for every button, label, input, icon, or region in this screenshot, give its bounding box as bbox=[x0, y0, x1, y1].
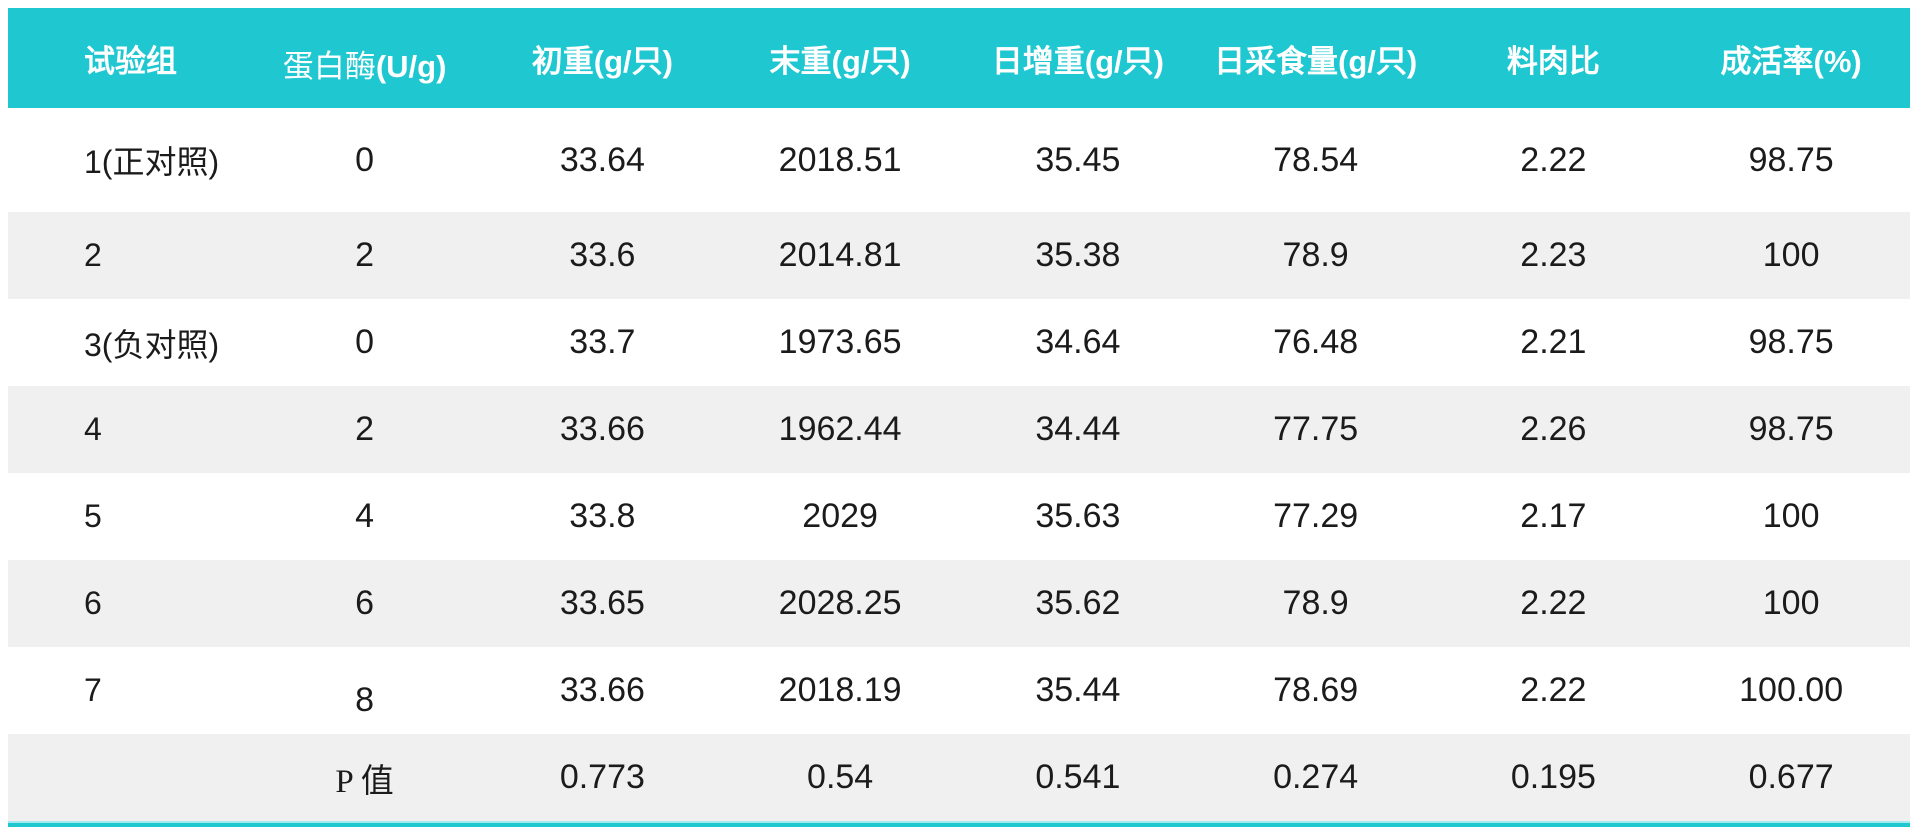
cell: 2018.51 bbox=[778, 140, 902, 179]
table-row: 3(负对照) 0 33.7 1973.65 34.64 76.48 2.21 98.75 bbox=[8, 299, 1910, 386]
cell: 33.66 bbox=[559, 410, 645, 448]
cell: 2014.81 bbox=[778, 236, 902, 274]
column-header-label: 蛋白酶(U/g) bbox=[282, 48, 447, 84]
table-body: 1(正对照) 0 33.64 2018.51 35.45 78.54 2.22 98.75 2 2… bbox=[8, 108, 1910, 821]
cell: 34.64 bbox=[1035, 323, 1121, 361]
cell: 0.195 bbox=[1510, 758, 1596, 796]
cell: 0 bbox=[355, 140, 375, 179]
column-header-label: 试验组 bbox=[84, 43, 177, 79]
cell: 100.00 bbox=[1739, 671, 1844, 709]
cell: 0.677 bbox=[1748, 758, 1834, 796]
cell: 6 bbox=[355, 584, 375, 622]
cell: 33.64 bbox=[559, 140, 645, 179]
table-row: 1(正对照) 0 33.64 2018.51 35.45 78.54 2.22 98.75 bbox=[8, 108, 1910, 212]
column-header-label: 成活率(%) bbox=[1720, 43, 1862, 79]
column-header: 日增重(g/只) bbox=[959, 8, 1197, 108]
cell: 8 bbox=[355, 681, 375, 719]
column-header: 初重(g/只) bbox=[483, 8, 722, 108]
cell: 35.62 bbox=[1035, 584, 1121, 622]
column-header-label: 末重(g/只) bbox=[769, 43, 911, 79]
cell: 2.21 bbox=[1520, 323, 1587, 361]
cell: 4 bbox=[355, 497, 375, 535]
header-row: 试验组 蛋白酶(U/g) 初重(g/只) 末重(g/只) 日增重(g/只) 日采食量(g/… bbox=[8, 8, 1910, 108]
table-row: 6 6 33.65 2028.25 35.62 78.9 2.22 100 bbox=[8, 560, 1910, 647]
cell: 78.9 bbox=[1282, 236, 1349, 274]
cell: 33.65 bbox=[559, 584, 645, 622]
column-header-label: 初重(g/只) bbox=[531, 43, 673, 79]
cell: 2.23 bbox=[1520, 236, 1587, 274]
cell: 0.541 bbox=[1035, 758, 1121, 796]
table-row: 4 2 33.66 1962.44 34.44 77.75 2.26 98.75 bbox=[8, 386, 1910, 473]
cell: 0.274 bbox=[1273, 758, 1359, 796]
cell: 100 bbox=[1762, 236, 1820, 274]
cell: 77.29 bbox=[1273, 497, 1359, 535]
column-header: 试验组 bbox=[8, 8, 246, 108]
cell: 98.75 bbox=[1748, 410, 1834, 448]
cell: 78.9 bbox=[1282, 584, 1349, 622]
cell: 3(负对照) bbox=[84, 326, 220, 363]
p-value-row: P 值 0.773 0.54 0.541 0.274 0.195 0.677 bbox=[8, 734, 1910, 821]
cell: 0.773 bbox=[559, 758, 645, 796]
table-row: 7 8 33.66 2018.19 35.44 78.69 2.22 100.00 bbox=[8, 647, 1910, 734]
table-row: 2 2 33.6 2014.81 35.38 78.9 2.23 100 bbox=[8, 212, 1910, 299]
column-header: 末重(g/只) bbox=[721, 8, 959, 108]
cell: 33.8 bbox=[569, 497, 636, 535]
cell: 34.44 bbox=[1035, 410, 1121, 448]
cell: 0.54 bbox=[807, 758, 874, 796]
table-header: 试验组 蛋白酶(U/g) 初重(g/只) 末重(g/只) 日增重(g/只) 日采食量(g/… bbox=[8, 8, 1910, 108]
cell: 33.6 bbox=[569, 236, 636, 274]
column-header: 蛋白酶(U/g) bbox=[245, 8, 484, 108]
cell: 33.66 bbox=[559, 671, 645, 709]
cell: 35.45 bbox=[1035, 140, 1121, 179]
cell: 2 bbox=[84, 237, 102, 273]
cell: 2018.19 bbox=[778, 671, 902, 709]
column-header-label: 日采食量(g/只) bbox=[1214, 43, 1418, 79]
cell: 2029 bbox=[802, 497, 878, 535]
cell: 98.75 bbox=[1748, 140, 1834, 179]
column-header: 日采食量(g/只) bbox=[1196, 8, 1435, 108]
cell: 7 bbox=[84, 672, 102, 708]
cell: 2028.25 bbox=[778, 584, 902, 622]
table-row: 5 4 33.8 2029 35.63 77.29 2.17 100 bbox=[8, 473, 1910, 560]
cell: 98.75 bbox=[1748, 323, 1834, 361]
protease-trial-table: 试验组 蛋白酶(U/g) 初重(g/只) 末重(g/只) 日增重(g/只) 日采食量(g/… bbox=[8, 8, 1910, 821]
cell: 2.22 bbox=[1520, 140, 1587, 179]
cell: 35.44 bbox=[1035, 671, 1121, 709]
column-header: 成活率(%) bbox=[1672, 8, 1910, 108]
cell: 1962.44 bbox=[778, 410, 902, 448]
cell: 100 bbox=[1762, 497, 1820, 535]
column-header-label: 日增重(g/只) bbox=[991, 43, 1164, 79]
cell: 2.22 bbox=[1520, 671, 1587, 709]
cell: 2 bbox=[355, 410, 375, 448]
table-bottom-rule bbox=[8, 821, 1910, 827]
cell: 4 bbox=[84, 411, 102, 447]
cell: 78.69 bbox=[1273, 671, 1359, 709]
cell bbox=[8, 734, 246, 821]
cell: 100 bbox=[1762, 584, 1820, 622]
cell: 1973.65 bbox=[778, 323, 902, 361]
cell: 6 bbox=[84, 585, 102, 621]
cell: 2.22 bbox=[1520, 584, 1587, 622]
cell: 76.48 bbox=[1273, 323, 1359, 361]
cell: 33.7 bbox=[569, 323, 636, 361]
cell: 0 bbox=[355, 323, 375, 361]
cell: 77.75 bbox=[1273, 410, 1359, 448]
cell: 2.17 bbox=[1520, 497, 1587, 535]
cell: 1(正对照) bbox=[84, 144, 220, 180]
cell: 5 bbox=[84, 498, 102, 534]
cell: 35.63 bbox=[1035, 497, 1121, 535]
cell: 78.54 bbox=[1273, 140, 1359, 179]
cell: 2 bbox=[355, 236, 375, 274]
cell: P 值 bbox=[335, 763, 394, 800]
column-header-label: 料肉比 bbox=[1506, 43, 1600, 79]
cell: 35.38 bbox=[1035, 236, 1121, 274]
column-header: 料肉比 bbox=[1434, 8, 1673, 108]
cell: 2.26 bbox=[1520, 410, 1587, 448]
